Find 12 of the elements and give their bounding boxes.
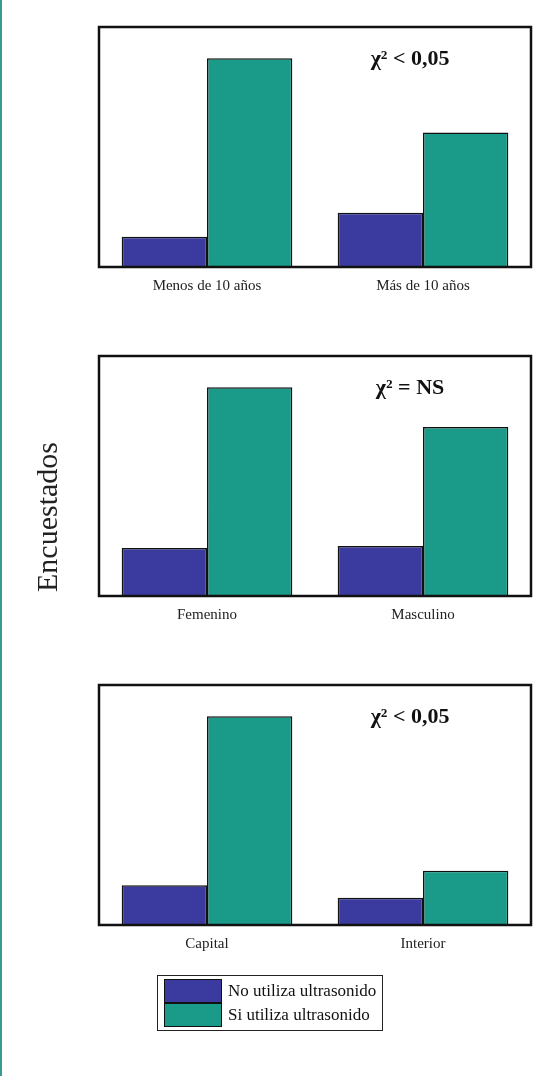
x-tick-label: Más de 10 años <box>376 276 471 293</box>
annotation: χ² < 0,05 <box>369 45 450 70</box>
x-tick-label: Interior <box>400 934 446 951</box>
x-tick-label: Masculino <box>391 605 455 622</box>
annotation: χ² < 0,05 <box>369 703 450 728</box>
x-tick-label: Menos de 10 años <box>152 276 262 293</box>
x-tick-label: Capital <box>185 934 229 951</box>
legend-label: Si utiliza ultrasonido <box>228 1005 370 1025</box>
annotation: χ² = NS <box>374 374 445 399</box>
y-axis-title: Encuestados <box>30 441 64 594</box>
x-tick-label: Femenino <box>177 605 237 622</box>
legend-label: No utiliza ultrasonido <box>228 981 377 1001</box>
